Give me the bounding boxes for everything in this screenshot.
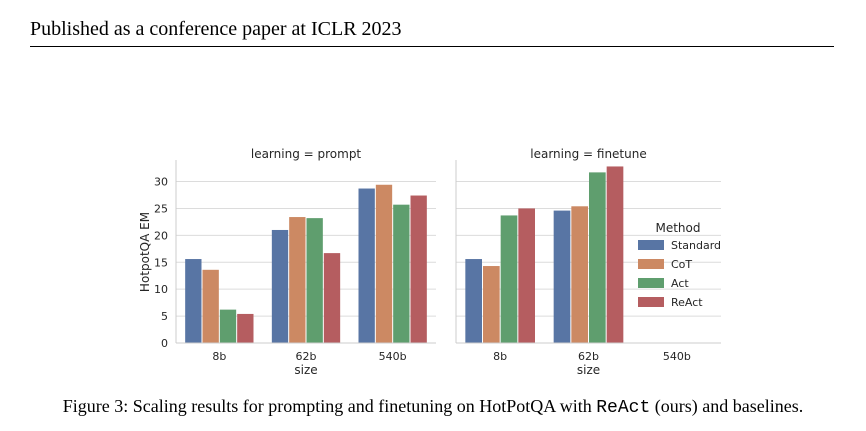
- header-rule: [30, 46, 834, 47]
- bar-act: [500, 215, 518, 343]
- y-tick-label: 25: [154, 202, 168, 215]
- bar-react: [606, 166, 624, 343]
- bar-cot: [289, 217, 306, 343]
- bar-cot: [571, 206, 588, 343]
- legend-label-react: ReAct: [671, 296, 703, 309]
- x-tick-label: 540b: [379, 350, 407, 363]
- bar-standard: [358, 188, 375, 343]
- running-header: Published as a conference paper at ICLR …: [30, 18, 402, 40]
- bar-standard: [465, 259, 482, 343]
- y-tick-label: 0: [161, 337, 168, 350]
- x-axis-label: size: [577, 363, 600, 377]
- legend-swatch-act: [638, 278, 664, 288]
- legend-label-cot: CoT: [671, 258, 692, 271]
- figure-caption: Figure 3: Scaling results for prompting …: [0, 396, 866, 418]
- x-tick-label: 62b: [296, 350, 317, 363]
- bar-react: [237, 313, 254, 343]
- scaling-results-figure: HotpotQA EM 0 5 10 15 20 25 30 learning = prompt…: [138, 147, 721, 377]
- legend-label-act: Act: [671, 277, 689, 290]
- x-tick-label: 62b: [578, 350, 599, 363]
- bar-standard: [553, 210, 571, 343]
- legend-swatch-react: [638, 297, 664, 307]
- bar-standard: [271, 229, 289, 343]
- chart-panel-1: 0 5 10 15 20 25 30 learning = prompt 8b 62b 540b si…: [154, 147, 436, 377]
- bar-standard: [185, 259, 202, 343]
- panel-title: learning = prompt: [251, 147, 362, 161]
- bar-act: [219, 309, 237, 343]
- bar-cot: [202, 269, 219, 343]
- caption-method-name: ReAct: [596, 398, 651, 418]
- caption-prefix: Figure 3: Scaling results for prompting …: [62, 396, 597, 416]
- bar-act: [393, 204, 410, 343]
- legend-swatch-cot: [638, 259, 664, 269]
- caption-suffix: (ours) and baselines.: [650, 396, 804, 416]
- bar-act: [306, 218, 323, 343]
- x-tick-label: 540b: [663, 350, 691, 363]
- y-tick-label: 20: [154, 229, 168, 242]
- bar-react: [323, 253, 341, 343]
- bar-react: [410, 195, 427, 343]
- panel-title: learning = finetune: [530, 147, 646, 161]
- y-tick-label: 5: [161, 310, 168, 323]
- y-tick-label: 30: [154, 176, 168, 189]
- y-tick-label: 15: [154, 256, 168, 269]
- y-axis-label: HotpotQA EM: [138, 212, 152, 292]
- bar-cot: [375, 184, 393, 343]
- bar-act: [589, 172, 606, 343]
- bar-cot: [483, 266, 500, 343]
- x-tick-label: 8b: [212, 350, 226, 363]
- legend-swatch-standard: [638, 240, 664, 250]
- x-tick-label: 8b: [493, 350, 507, 363]
- x-axis-label: size: [294, 363, 317, 377]
- legend-label-standard: Standard: [671, 239, 721, 252]
- legend-title: Method: [655, 221, 700, 235]
- chart-panel-2: learning = finetune 8b 62b 540b size: [455, 147, 721, 377]
- bar-react: [518, 208, 535, 343]
- y-tick-label: 10: [154, 283, 168, 296]
